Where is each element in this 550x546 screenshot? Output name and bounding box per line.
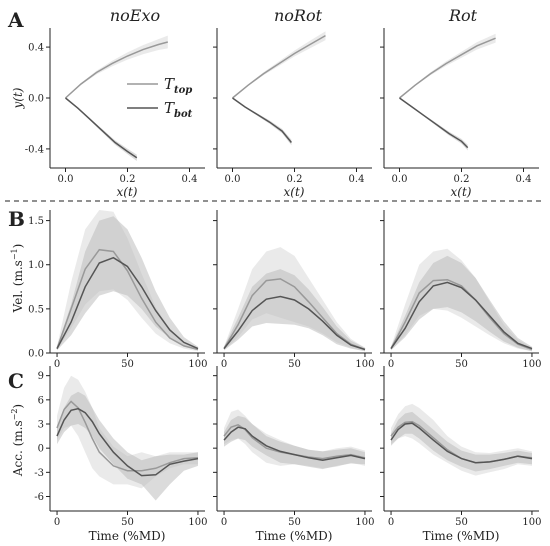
trajectory-rot-xtick-label: 0.4 [516,174,532,185]
ylabel-velocity-sup: −1 [10,248,19,260]
xlabel-trajectory-norot: x(t) [284,185,305,199]
velocity-noexo-xtick-label: 50 [121,359,134,370]
acceleration-noexo-ytick-label: -3 [34,468,44,479]
confidence-bands [57,31,532,501]
acceleration-norot-xtick-label: 0 [221,517,227,528]
xlabel-time-rot: Time (%MD) [423,529,500,543]
column-title-norot: noRot [274,6,323,25]
legend-top-sub: top [174,85,192,96]
ylabel-acceleration-end: ) [11,404,25,409]
trajectory-noexo-top-band [65,35,168,98]
velocity-norot-xtick-label: 50 [288,359,301,370]
trajectory-rot-bot-line [399,97,469,149]
legend: Ttop Tbot [127,75,193,120]
velocity-rot-top-line [390,278,533,351]
ylabel-velocity: Vel. (m.s−1) [10,244,25,314]
xlabel-trajectory-rot: x(t) [451,185,472,199]
velocity-norot-xtick-label: 100 [355,359,374,370]
axes [46,28,539,515]
acceleration-noexo-ytick-label: 9 [38,371,44,382]
trajectory-noexo-bot-line [65,97,138,159]
trajectory-noexo-ytick-label: -0.4 [25,144,44,155]
velocity-rot-bot-line [390,281,533,350]
acceleration-norot-top-line [223,423,366,460]
legend-label-bot: Tbot [164,99,193,120]
trajectory-norot-top-line [232,34,326,99]
trajectory-noexo-ytick-label: 0.0 [28,94,44,105]
velocity-rot-xtick-label: 50 [455,359,468,370]
trajectory-rot-xtick-label: 0.0 [392,174,408,185]
xlabel-time-noexo: Time (%MD) [89,529,166,543]
series-lines [56,34,533,477]
velocity-noexo-bot-band [57,216,198,351]
acceleration-norot-bot-band [224,415,365,470]
acceleration-rot-bot-band [391,411,532,472]
xlabel-trajectory-noexo: x(t) [117,185,138,199]
acceleration-noexo-xtick-label: 50 [121,517,134,528]
trajectory-noexo-xtick-label: 0.0 [58,174,74,185]
acceleration-rot-xtick-label: 100 [522,517,541,528]
velocity-noexo-bot-line [56,256,199,350]
acceleration-rot-xtick-label: 0 [388,517,394,528]
legend-top-base: T [164,75,175,93]
acceleration-rot-xtick-label: 50 [455,517,468,528]
trajectory-norot-xtick-label: 0.2 [287,174,303,185]
legend-label-top: Ttop [164,75,192,96]
velocity-noexo-ytick-label: 1.5 [28,216,44,227]
velocity-noexo-ytick-label: 0.5 [28,304,44,315]
trajectory-norot-bot-line [232,97,292,143]
acceleration-noexo-ytick-label: -6 [34,492,44,503]
trajectory-rot-top-line [399,37,496,99]
column-title-rot: Rot [448,6,478,25]
panel-label-a: A [7,8,24,32]
ylabel-acceleration: Acc. (m.s−2) [10,404,25,477]
velocity-norot-top-line [223,278,366,351]
acceleration-noexo-bot-band [57,391,198,501]
acceleration-norot-xtick-label: 100 [355,517,374,528]
velocity-norot-xtick-label: 0 [221,359,227,370]
acceleration-noexo-ytick-label: 3 [38,420,44,431]
trajectory-norot-xtick-label: 0.4 [349,174,365,185]
trajectory-noexo-ytick-label: 0.4 [28,43,44,54]
panel-label-b: B [8,207,25,231]
ylabel-trajectory: y(t) [11,87,25,109]
acceleration-noexo-top-line [56,400,199,472]
ylabel-velocity-main: Vel. (m.s [11,260,25,313]
velocity-norot-bot-band [224,269,365,352]
velocity-noexo-ytick-label: 1.0 [28,260,44,271]
xlabel-time-norot: Time (%MD) [256,529,333,543]
acceleration-norot-xtick-label: 50 [288,517,301,528]
velocity-norot-bot-line [223,295,366,351]
velocity-noexo-xtick-label: 100 [188,359,207,370]
acceleration-norot-bot-line [223,426,366,462]
tick-labels: 0.0 0.2 0.4 0.4 0.0 -0.4 0.0 0.2 0.4 0.0 0.2 0.4 0 50… [25,43,542,528]
acceleration-noexo-bot-line [56,407,199,477]
velocity-rot-bot-band [391,255,532,352]
velocity-noexo-ytick-label: 0.0 [28,349,44,360]
panel-label-c: C [8,369,24,393]
trajectory-noexo-xtick-label: 0.2 [120,174,136,185]
acceleration-noexo-ytick-label: 6 [38,395,44,406]
legend-bot-base: T [164,99,175,117]
velocity-noexo-xtick-label: 0 [54,359,60,370]
trajectory-noexo-top-line [64,41,168,99]
acceleration-noexo-xtick-label: 0 [54,517,60,528]
velocity-rot-xtick-label: 100 [522,359,541,370]
acceleration-rot-bot-line [390,422,533,464]
column-title-noexo: noExo [110,6,160,25]
velocity-rot-xtick-label: 0 [388,359,394,370]
trajectory-norot-top-band [232,31,326,99]
legend-bot-sub: bot [174,109,193,120]
ylabel-velocity-end: ) [11,244,25,249]
trajectory-norot-xtick-label: 0.0 [225,174,241,185]
acceleration-noexo-xtick-label: 100 [188,517,207,528]
ylabel-acceleration-sup: −2 [10,409,19,421]
trajectory-rot-xtick-label: 0.2 [454,174,470,185]
velocity-noexo-top-line [56,248,199,351]
acceleration-noexo-ytick-label: 0 [38,444,44,455]
ylabel-acceleration-main: Acc. (m.s [11,420,25,477]
trajectory-noexo-xtick-label: 0.4 [182,174,198,185]
